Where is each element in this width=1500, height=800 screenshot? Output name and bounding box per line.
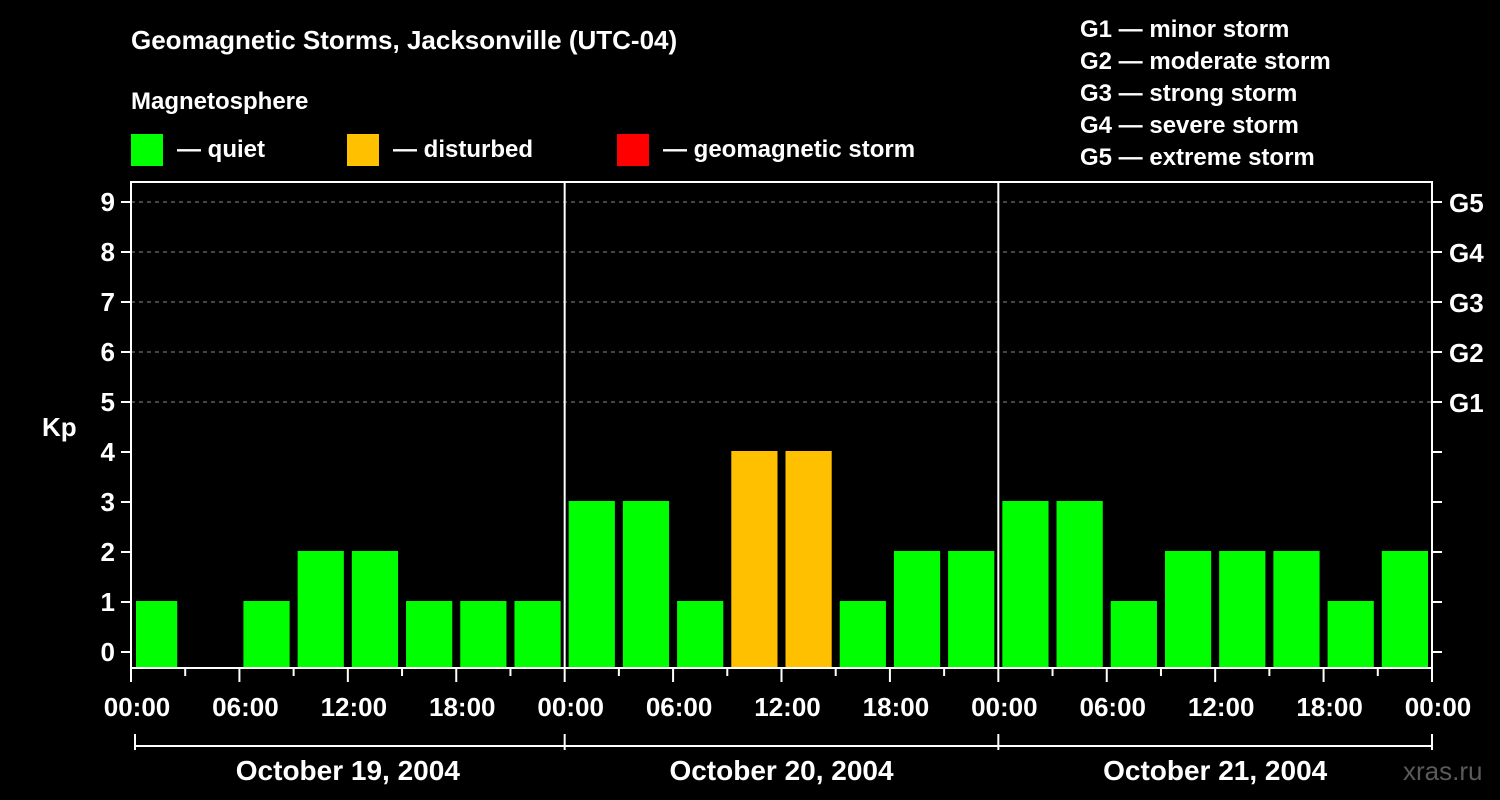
gridlines bbox=[131, 201, 1432, 403]
g-scale-label: G5 bbox=[1449, 188, 1484, 218]
legend-label-disturbed: — disturbed bbox=[393, 136, 533, 163]
y-axis-label: Kp bbox=[42, 412, 77, 442]
chart-title: Geomagnetic Storms, Jacksonville (UTC-04… bbox=[131, 25, 677, 55]
x-tick-label: 18:00 bbox=[429, 692, 496, 722]
y-tick-label: 8 bbox=[101, 237, 115, 267]
kp-bar bbox=[785, 451, 832, 668]
kp-bar bbox=[731, 451, 778, 668]
kp-bar bbox=[677, 601, 724, 668]
kp-bar bbox=[243, 601, 290, 668]
kp-bar bbox=[297, 551, 344, 668]
x-tick-label: 12:00 bbox=[754, 692, 821, 722]
storm-scale-g2: G2 — moderate storm bbox=[1080, 48, 1331, 75]
y-tick-label: 3 bbox=[101, 487, 115, 517]
legend-swatch-storm bbox=[617, 134, 649, 166]
watermark: xras.ru bbox=[1403, 756, 1482, 786]
kp-bar bbox=[1273, 551, 1320, 668]
x-tick-label: 06:00 bbox=[646, 692, 713, 722]
x-tick-label: 12:00 bbox=[1188, 692, 1255, 722]
kp-bar bbox=[1002, 501, 1049, 668]
bars bbox=[136, 451, 1428, 668]
kp-bar bbox=[514, 601, 561, 668]
g-scale-label: G1 bbox=[1449, 388, 1484, 418]
x-tick-label: 00:00 bbox=[537, 692, 604, 722]
y-ticks: 0 1 2 3 4 5 6 7 8 9 bbox=[101, 187, 1442, 667]
kp-bar bbox=[568, 501, 615, 668]
kp-bar bbox=[1056, 501, 1103, 668]
storm-scale-g4: G4 — severe storm bbox=[1080, 112, 1299, 139]
legend-swatch-quiet bbox=[131, 134, 163, 166]
y-tick-label: 2 bbox=[101, 537, 115, 567]
g-scale-label: G2 bbox=[1449, 338, 1484, 368]
kp-bar bbox=[948, 551, 995, 668]
y-tick-label: 1 bbox=[101, 587, 115, 617]
day-label: October 20, 2004 bbox=[669, 755, 894, 786]
y-tick-label: 6 bbox=[101, 337, 115, 367]
y-tick-label: 0 bbox=[101, 637, 115, 667]
day-label: October 19, 2004 bbox=[236, 755, 461, 786]
day-label: October 21, 2004 bbox=[1103, 755, 1328, 786]
y-tick-label: 7 bbox=[101, 287, 115, 317]
chart-subtitle: Magnetosphere bbox=[131, 88, 308, 115]
legend-label-storm: — geomagnetic storm bbox=[663, 136, 915, 163]
storm-scale-g5: G5 — extreme storm bbox=[1080, 144, 1315, 171]
x-tick-label: 18:00 bbox=[1296, 692, 1363, 722]
day-axis: October 19, 2004 October 20, 2004 October … bbox=[134, 734, 1433, 786]
g-scale-ticks: G1 G2 G3 G4 G5 bbox=[1449, 188, 1484, 418]
kp-bar bbox=[622, 501, 670, 668]
kp-bar bbox=[351, 551, 399, 668]
x-tick-label: 06:00 bbox=[212, 692, 279, 722]
g-scale-label: G3 bbox=[1449, 288, 1484, 318]
g-scale-label: G4 bbox=[1449, 238, 1484, 268]
kp-bar bbox=[1110, 601, 1157, 668]
x-tick-label: 00:00 bbox=[1405, 692, 1472, 722]
kp-bar bbox=[1327, 601, 1374, 668]
kp-bar bbox=[136, 601, 178, 668]
kp-bar bbox=[839, 601, 886, 668]
kp-bar bbox=[1381, 551, 1428, 668]
status-legend: — quiet — disturbed — geomagnetic storm bbox=[131, 134, 915, 166]
x-tick-label: 00:00 bbox=[104, 692, 171, 722]
x-tick-label: 00:00 bbox=[971, 692, 1038, 722]
kp-bar bbox=[1219, 551, 1266, 668]
y-tick-label: 5 bbox=[101, 387, 115, 417]
storm-scale-legend: G1 — minor storm G2 — moderate storm G3 … bbox=[1080, 16, 1331, 171]
x-tick-label: 18:00 bbox=[863, 692, 930, 722]
kp-bar bbox=[406, 601, 453, 668]
x-tick-label: 06:00 bbox=[1080, 692, 1147, 722]
legend-swatch-disturbed bbox=[347, 134, 379, 166]
x-tick-label: 12:00 bbox=[321, 692, 388, 722]
y-tick-label: 4 bbox=[101, 437, 116, 467]
storm-scale-g1: G1 — minor storm bbox=[1080, 16, 1289, 43]
x-ticks: 00:00 06:00 12:00 18:00 00:00 06:00 12:00 18:00… bbox=[104, 668, 1472, 722]
kp-bar bbox=[460, 601, 507, 668]
storm-scale-g3: G3 — strong storm bbox=[1080, 80, 1297, 107]
kp-bar bbox=[893, 551, 941, 668]
y-tick-label: 9 bbox=[101, 187, 115, 217]
legend-label-quiet: — quiet bbox=[177, 136, 265, 163]
kp-bar bbox=[1164, 551, 1212, 668]
